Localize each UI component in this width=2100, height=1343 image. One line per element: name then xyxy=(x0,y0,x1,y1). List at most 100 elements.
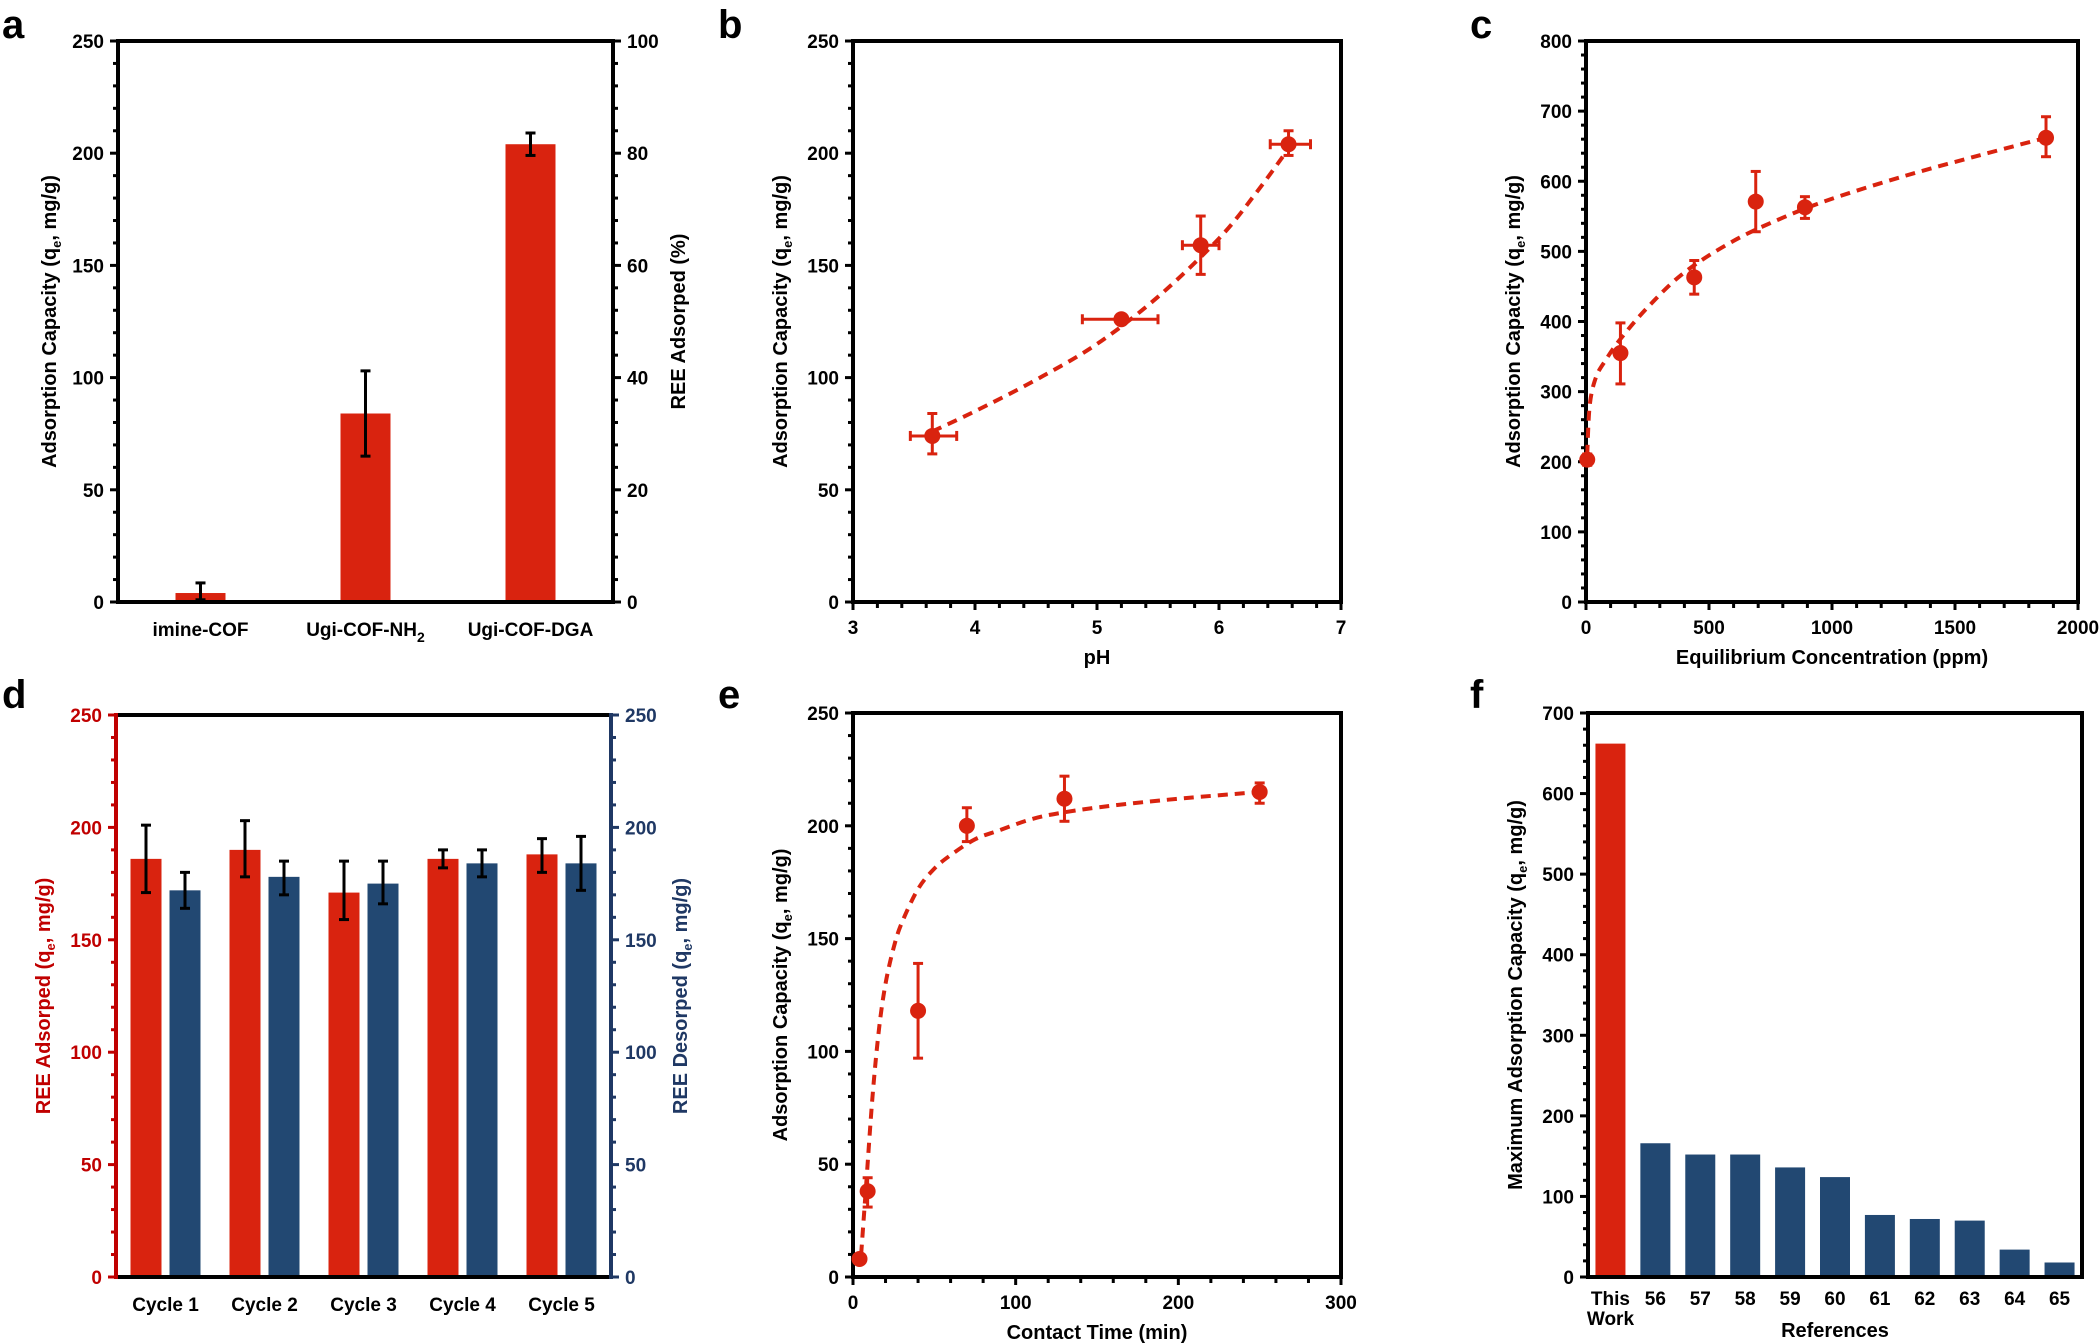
panel-letter: b xyxy=(718,3,742,47)
axis-label-text: , mg/g) xyxy=(33,878,55,944)
x-category-label: Ugi-COF-NH2 xyxy=(306,620,425,645)
panel-e: e 0 50 100 150 200 250 0 100 200 300 Adsorption Cap… xyxy=(718,673,1357,1343)
x-tick-label: 0 xyxy=(848,1293,859,1314)
x-category-label-line2: Work xyxy=(1587,1309,1635,1330)
y-tick-label: 800 xyxy=(1540,32,1572,53)
data-point xyxy=(1113,311,1130,328)
bar-adsorbed xyxy=(427,858,459,1275)
x-tick-label: 6 xyxy=(1214,618,1225,639)
y-tick-label: 50 xyxy=(83,481,104,502)
y-tick-label: 0 xyxy=(91,1268,102,1289)
y-axis-label: Adsorption Capacity (qe, mg/g) xyxy=(770,849,795,1142)
bar xyxy=(1730,1154,1761,1275)
y-tick-label: 200 xyxy=(625,818,657,839)
category-text: imine-COF xyxy=(152,620,248,641)
x-category-label: imine-COF xyxy=(152,620,248,641)
x-tick-label: 0 xyxy=(1581,618,1592,639)
data-point xyxy=(1280,136,1297,153)
y2-axis-label: REE Desorped (qe, mg/g) xyxy=(670,878,695,1114)
panel-letter: a xyxy=(2,3,25,47)
x-tick-label: 100 xyxy=(1000,1293,1032,1314)
x-category-label: 56 xyxy=(1645,1289,1666,1310)
bar xyxy=(1640,1143,1671,1275)
x-category-label: 63 xyxy=(1959,1289,1980,1310)
y-axis-label: Adsorption Capacity (qe, mg/g) xyxy=(770,175,795,468)
x-category-label: Cycle 4 xyxy=(429,1295,496,1316)
y-tick-label: 150 xyxy=(72,256,104,277)
bar-desorbed xyxy=(565,863,597,1275)
y-tick-label: 400 xyxy=(1542,946,1574,967)
bar-adsorbed xyxy=(526,854,558,1275)
x-tick-label: 500 xyxy=(1693,618,1725,639)
y-tick-label: 250 xyxy=(70,706,102,727)
axis-label-text: REE Adsorped (q xyxy=(33,951,55,1115)
x-tick-label: 5 xyxy=(1092,618,1103,639)
y-tick-label: 500 xyxy=(1542,865,1574,886)
x-tick-label: 2000 xyxy=(2057,618,2099,639)
x-axis-label: Contact Time (min) xyxy=(1007,1322,1188,1343)
category-subscript: 2 xyxy=(417,629,425,645)
y-tick-label: 100 xyxy=(1540,523,1572,544)
y-tick-label: 200 xyxy=(807,144,839,165)
x-tick-label: 1000 xyxy=(1811,618,1853,639)
data-point xyxy=(1796,199,1813,216)
panel-a: a 0 50 100 150 200 250 0 20 40 60 80 100 Adsorption C… xyxy=(2,3,690,645)
y2-axis-label: REE Adsorped (%) xyxy=(668,234,690,410)
x-category-label: 64 xyxy=(2004,1289,2026,1310)
x-category-label: Cycle 5 xyxy=(528,1295,595,1316)
bar-desorbed xyxy=(367,883,399,1275)
y-tick-label: 50 xyxy=(81,1156,102,1177)
y-tick-label: 0 xyxy=(625,1268,636,1289)
y-tick-label: 100 xyxy=(807,1042,839,1063)
y-tick-label: 200 xyxy=(1542,1107,1574,1128)
data-point xyxy=(1579,451,1596,468)
y-tick-label: 600 xyxy=(1540,172,1572,193)
y-tick-label: 700 xyxy=(1542,704,1574,725)
y-tick-label: 100 xyxy=(625,1043,657,1064)
y-tick-label: 0 xyxy=(93,593,104,614)
bar-adsorbed xyxy=(229,849,261,1275)
y-tick-label: 250 xyxy=(807,32,839,53)
category-text: Ugi-COF-DGA xyxy=(468,620,594,641)
panel-d: d 0 50 100 150 200 250 0 50 100 150 200 250 REE Adsor… xyxy=(2,673,695,1316)
data-point xyxy=(1056,790,1073,807)
y-tick-label: 200 xyxy=(70,818,102,839)
axis-label-subscript: e xyxy=(1513,241,1528,248)
y-tick-label: 700 xyxy=(1540,102,1572,123)
y-tick-label: 200 xyxy=(807,817,839,838)
x-category-label: 58 xyxy=(1735,1289,1756,1310)
y-tick-label: 250 xyxy=(72,32,104,53)
axis-label-subscript: e xyxy=(780,914,795,921)
bar xyxy=(1909,1218,1940,1275)
x-category-label: 60 xyxy=(1824,1289,1845,1310)
category-text: Ugi-COF-NH xyxy=(306,620,417,641)
axis-label-text: REE Desorped (q xyxy=(670,951,692,1114)
axis-label-text: Adsorption Capacity (q xyxy=(39,248,61,468)
y-tick-label: 600 xyxy=(1542,785,1574,806)
panel-f: f 0 100 200 300 400 500 600 700 Maximum Adsorptio… xyxy=(1470,673,2084,1342)
y-tick-label: 100 xyxy=(70,1043,102,1064)
fit-curve xyxy=(1585,135,2047,455)
axis-label-text: Adsorption Capacity (q xyxy=(1503,248,1525,468)
y-tick-label: 50 xyxy=(625,1156,646,1177)
panel-letter: c xyxy=(1470,3,1492,47)
y-tick-label: 150 xyxy=(625,931,657,952)
y-axis-label: Adsorption Capacity (qe, mg/g) xyxy=(1503,175,1528,468)
fit-curve xyxy=(931,147,1291,434)
bar-adsorbed xyxy=(328,892,360,1275)
axis-label-text: , mg/g) xyxy=(670,878,692,944)
axis-label-text: , mg/g) xyxy=(770,849,792,915)
panel-letter: f xyxy=(1470,673,1484,717)
y-tick-label: 150 xyxy=(70,931,102,952)
y-tick-label: 100 xyxy=(627,32,659,53)
y-tick-label: 0 xyxy=(828,1268,839,1289)
axis-label-subscript: e xyxy=(1515,866,1530,873)
x-category-label: 57 xyxy=(1690,1289,1711,1310)
bar xyxy=(1595,743,1626,1275)
axis-label-text: , mg/g) xyxy=(1505,800,1527,866)
axis-label-text: , mg/g) xyxy=(770,175,792,241)
bar xyxy=(1685,1154,1716,1275)
x-category-label: 59 xyxy=(1780,1289,1801,1310)
bar-desorbed xyxy=(466,863,498,1275)
